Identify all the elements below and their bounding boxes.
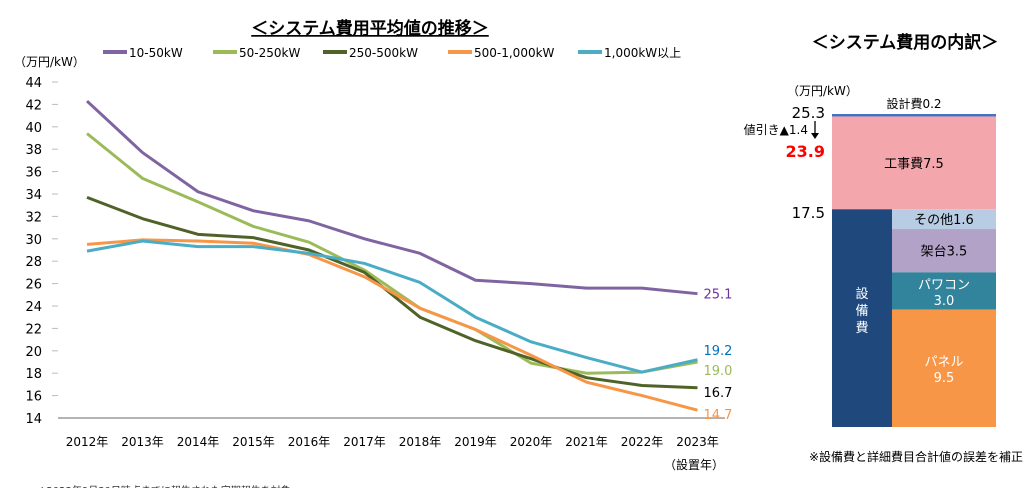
breakdown-segment-2 <box>892 272 996 310</box>
y-tick-label: 16 <box>25 390 42 405</box>
breakdown-value-3: 9.5 <box>934 371 955 386</box>
x-tick-label: 2020年 <box>510 435 553 449</box>
legend-label-2: 250-500kW <box>349 46 418 60</box>
y-tick-label: 30 <box>25 233 42 248</box>
x-tick-label: 2015年 <box>232 435 275 449</box>
series-line-3 <box>86 238 698 412</box>
discount-arrowhead-icon <box>811 133 819 139</box>
segment-design <box>832 114 996 117</box>
legend-label-4: 1,000kW以上 <box>604 46 681 60</box>
legend-label-0: 10-50kW <box>129 46 183 60</box>
bar-note: ※設備費と詳細費目合計値の誤差を補正 <box>809 449 1023 464</box>
x-tick-label: 2013年 <box>121 435 164 449</box>
y-tick-label: 44 <box>25 76 42 91</box>
breakdown-label-1: 架台3.5 <box>921 245 968 260</box>
x-tick-label: 2019年 <box>454 435 497 449</box>
breakdown-segment-0 <box>892 209 996 230</box>
y-tick-label: 28 <box>25 255 42 270</box>
line-chart-title: ＜システム費用平均値の推移＞ <box>251 18 489 39</box>
end-label-4: 19.2 <box>704 344 733 359</box>
end-label-0: 25.1 <box>704 288 733 303</box>
segment-equipment <box>832 209 892 427</box>
breakdown-label-2: パワコン <box>918 278 970 293</box>
series-line-0 <box>85 99 698 296</box>
net-total-label: 23.9 <box>786 142 825 161</box>
breakdown-label-3: パネル <box>924 355 963 370</box>
x-tick-label: 2014年 <box>177 435 220 449</box>
segment-construction <box>832 116 996 210</box>
breakdown-segment-1 <box>892 229 996 273</box>
segment-label-construction: 工事費7.5 <box>884 157 944 172</box>
breakdown-value-2: 3.0 <box>934 294 955 309</box>
x-tick-label: 2018年 <box>399 435 442 449</box>
bar-chart-title: ＜システム費用の内訳＞ <box>812 32 999 53</box>
segment-label-design: 設計費0.2 <box>886 96 941 111</box>
x-tick-label: 2017年 <box>343 435 386 449</box>
end-label-3: 14.7 <box>704 408 733 423</box>
equipment-total-label: 17.5 <box>792 204 825 222</box>
x-tick-label: 2021年 <box>565 435 608 449</box>
end-label-1: 19.0 <box>704 364 733 379</box>
segment-label-equipment-char: 設 <box>855 286 868 302</box>
legend-label-1: 50-250kW <box>239 46 300 60</box>
y-tick-label: 14 <box>25 412 42 427</box>
y-tick-label: 36 <box>25 166 42 181</box>
y-axis-unit: （万円/kW） <box>14 55 85 69</box>
y-tick-label: 38 <box>25 143 42 158</box>
x-axis-label: （設置年） <box>664 457 724 472</box>
discount-label: 値引き▲1.4 <box>744 122 808 137</box>
y-tick-label: 22 <box>25 322 42 337</box>
y-tick-label: 42 <box>25 98 42 113</box>
series-line-4 <box>86 239 698 374</box>
series-line-1 <box>86 132 698 375</box>
breakdown-segment-3 <box>892 309 996 427</box>
segment-label-equipment-char: 費 <box>855 321 868 336</box>
x-tick-label: 2016年 <box>288 435 331 449</box>
breakdown-label-0: その他1.6 <box>914 213 974 228</box>
x-tick-label: 2022年 <box>621 435 664 449</box>
y-tick-label: 32 <box>25 210 42 225</box>
x-tick-label: 2012年 <box>66 435 109 449</box>
y-tick-label: 18 <box>25 367 42 382</box>
x-tick-label: 2023年 <box>676 435 719 449</box>
end-label-2: 16.7 <box>704 386 733 401</box>
segment-label-equipment-char: 備 <box>855 303 868 319</box>
series-line-2 <box>86 195 698 390</box>
y-tick-label: 34 <box>25 188 42 203</box>
footnote: ※2023年9月30日時点までに報告された定期報告を対象 <box>38 484 291 488</box>
y-tick-label: 20 <box>25 345 42 360</box>
y-tick-label: 24 <box>25 300 42 315</box>
y-tick-label: 40 <box>25 121 42 136</box>
y-tick-label: 26 <box>25 278 42 293</box>
total-label: 25.3 <box>792 104 825 122</box>
bar-y-unit: （万円/kW） <box>787 84 858 98</box>
legend-label-3: 500-1,000kW <box>474 46 555 60</box>
